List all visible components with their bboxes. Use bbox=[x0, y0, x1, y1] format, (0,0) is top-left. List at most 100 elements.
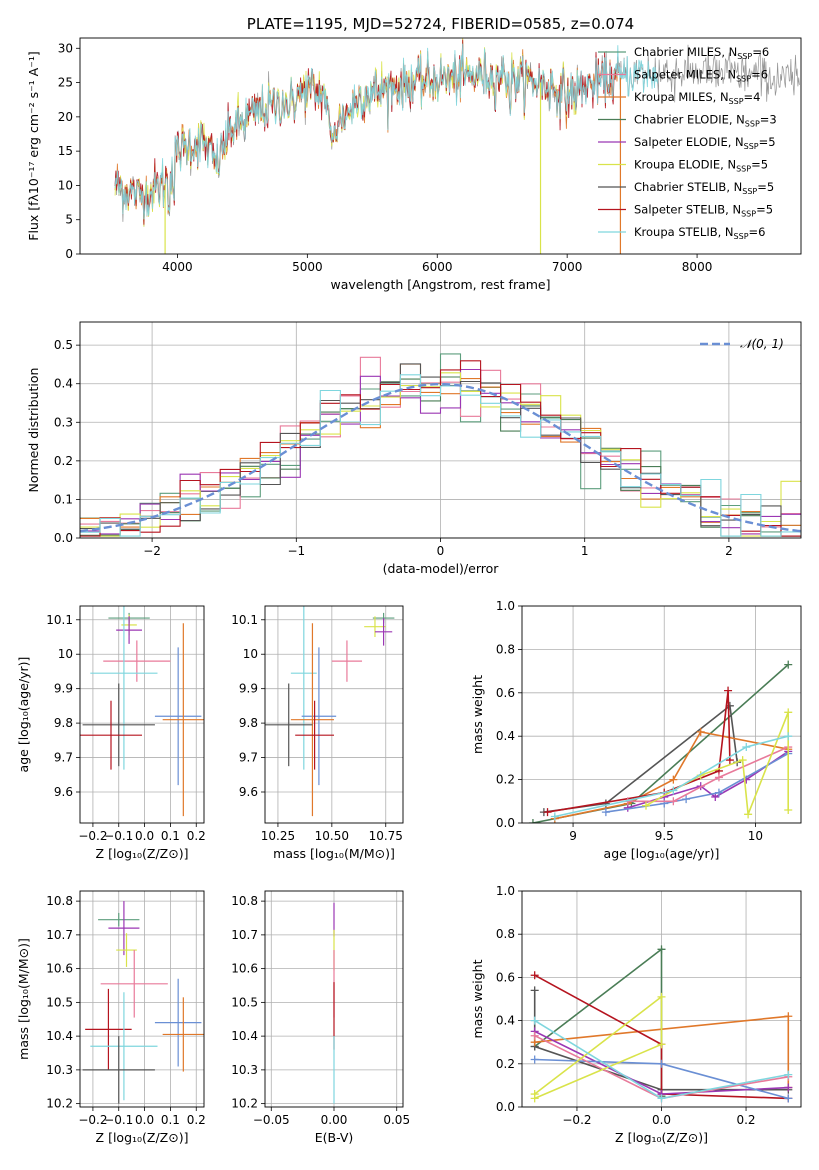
y-tick-label: 0.6 bbox=[496, 686, 515, 700]
y-tick-label: 10.8 bbox=[231, 894, 258, 908]
series-marker bbox=[784, 805, 793, 814]
series-marker bbox=[642, 801, 650, 810]
y-tick-label: 9.8 bbox=[239, 716, 258, 730]
series-marker bbox=[738, 756, 747, 765]
x-tick-label: −0.1 bbox=[104, 1113, 133, 1127]
series-marker bbox=[784, 1094, 793, 1103]
age-vs-mass-panel: 10.25 10.50 10.75 9.6 9.7 9.8 9.9 10 10.1 mass [l… bbox=[231, 605, 404, 861]
y-tick-label: 0.0 bbox=[496, 816, 515, 830]
y-tick-label: 10.2 bbox=[46, 1097, 73, 1111]
y-tick-label: 1.0 bbox=[496, 599, 515, 613]
x-axis-label: Z [log₁₀(Z/Z⊙)] bbox=[96, 846, 189, 861]
weight-vs-age-plot-area bbox=[522, 606, 801, 823]
series-line bbox=[534, 974, 789, 1100]
mass-vs-z-panel: −0.2−0.1 0.0 0.1 0.2 10.2 10.3 10.4 10.5 10.6 10.… bbox=[16, 890, 206, 1145]
y-tick-label: 0.6 bbox=[496, 970, 515, 984]
x-tick-label: 0.2 bbox=[736, 1113, 755, 1127]
x-axis-label: mass [log₁₀(M/M⊙)] bbox=[273, 846, 395, 861]
x-tick-label: 4000 bbox=[162, 260, 193, 274]
legend-label: Chabrier STELIB, NSSP=5 bbox=[634, 180, 774, 196]
series-marker bbox=[784, 708, 793, 717]
legend-label: Salpeter MILES, NSSP=6 bbox=[634, 68, 768, 84]
errorbar-point bbox=[80, 700, 142, 770]
series-marker bbox=[657, 1059, 666, 1068]
x-tick-label: 2 bbox=[725, 544, 733, 558]
residuals-plot-area bbox=[80, 322, 801, 538]
errorbar-point bbox=[90, 992, 158, 1101]
errorbar-point bbox=[82, 683, 155, 767]
legend-label: Chabrier MILES, NSSP=6 bbox=[634, 45, 769, 61]
errorbar-point bbox=[103, 640, 171, 682]
y-tick-label: 9.6 bbox=[54, 785, 73, 799]
y-tick-label: 9.9 bbox=[239, 682, 258, 696]
spectrum-legend: Chabrier MILES, NSSP=6 Salpeter MILES, NS… bbox=[598, 45, 777, 241]
x-tick-label: −0.2 bbox=[78, 1113, 107, 1127]
x-tick-label: 9 bbox=[569, 829, 577, 843]
x-tick-label: 9.5 bbox=[655, 829, 674, 843]
errorbar-point bbox=[295, 700, 334, 770]
y-tick-label: 9.8 bbox=[54, 716, 73, 730]
axes-frame bbox=[521, 890, 802, 1108]
x-tick-label: −0.2 bbox=[562, 1113, 591, 1127]
x-tick-label: 0.0 bbox=[652, 1113, 671, 1127]
x-axis-label: E(B-V) bbox=[315, 1130, 354, 1145]
y-tick-label: 10.3 bbox=[231, 1063, 258, 1077]
x-tick-label: 10 bbox=[748, 829, 763, 843]
y-tick-label: 0.4 bbox=[496, 1014, 515, 1028]
errorbar-point bbox=[162, 623, 204, 817]
y-axis-label: mass [log₁₀(M/M⊙)] bbox=[16, 938, 31, 1060]
errorbar-point bbox=[265, 683, 313, 767]
spectrum-line bbox=[114, 39, 620, 225]
errorbar-point bbox=[108, 901, 140, 956]
spectrum-panel: 4000 5000 6000 7000 8000 0 5 10 15 20 25 30 waveleng… bbox=[26, 15, 802, 292]
series-line bbox=[554, 735, 789, 818]
series-marker bbox=[711, 792, 720, 801]
x-tick-label: −2 bbox=[143, 544, 161, 558]
y-tick-label: 25 bbox=[58, 76, 73, 90]
series-marker bbox=[784, 1070, 793, 1079]
series-marker bbox=[669, 797, 678, 806]
y-axis-label: age [log₁₀(age/yr)] bbox=[16, 657, 31, 773]
legend-label: Kroupa MILES, NSSP=4 bbox=[634, 90, 760, 106]
errorbar-point bbox=[290, 623, 334, 817]
x-tick-label: 0.05 bbox=[383, 1113, 410, 1127]
y-tick-label: 0.4 bbox=[54, 377, 73, 391]
y-tick-label: 10.6 bbox=[231, 962, 258, 976]
axes-frame bbox=[79, 605, 205, 824]
series-marker bbox=[669, 786, 678, 795]
x-tick-label: 0 bbox=[437, 544, 445, 558]
y-tick-label: 10.8 bbox=[46, 894, 73, 908]
y-axis-label: Normed distribution bbox=[26, 368, 41, 493]
series-marker bbox=[696, 727, 705, 736]
series-marker bbox=[550, 812, 559, 821]
x-tick-label: 1 bbox=[581, 544, 589, 558]
x-tick-label: 10.25 bbox=[261, 829, 295, 843]
y-tick-label: 10.3 bbox=[46, 1063, 73, 1077]
y-axis-label: Flux [fλ10⁻¹⁷ erg cm⁻² s⁻¹ A⁻¹] bbox=[26, 51, 41, 240]
series-marker bbox=[725, 701, 734, 710]
x-tick-label: 10.50 bbox=[315, 829, 349, 843]
y-tick-label: 0.5 bbox=[54, 338, 73, 352]
y-tick-label: 9.7 bbox=[54, 751, 73, 765]
series-marker bbox=[528, 819, 537, 823]
series-marker bbox=[530, 1031, 539, 1040]
x-tick-label: −1 bbox=[287, 544, 305, 558]
series-marker bbox=[601, 808, 610, 817]
y-tick-label: 0.2 bbox=[496, 773, 515, 787]
y-axis-label: mass weight bbox=[470, 959, 485, 1038]
x-tick-label: 0.0 bbox=[135, 1113, 154, 1127]
age-vs-mass-plot-area bbox=[265, 606, 403, 823]
errorbar-point bbox=[154, 647, 202, 786]
x-tick-label: 0.2 bbox=[187, 829, 206, 843]
y-tick-label: 0.0 bbox=[496, 1100, 515, 1114]
age-vs-z-plot-area bbox=[80, 606, 204, 823]
y-tick-label: 0 bbox=[65, 247, 73, 261]
weight-vs-age-panel: 9 9.5 10 0.0 0.2 0.4 0.6 0.8 1.0 age [log₁₀(age/y… bbox=[470, 599, 802, 861]
y-tick-label: 5 bbox=[65, 213, 73, 227]
x-tick-label: −0.1 bbox=[104, 829, 133, 843]
y-tick-label: 0.2 bbox=[496, 1057, 515, 1071]
errorbar-point bbox=[162, 997, 204, 1072]
x-axis-label: Z [log₁₀(Z/Z⊙)] bbox=[615, 1130, 708, 1145]
x-tick-label: 0.2 bbox=[187, 1113, 206, 1127]
